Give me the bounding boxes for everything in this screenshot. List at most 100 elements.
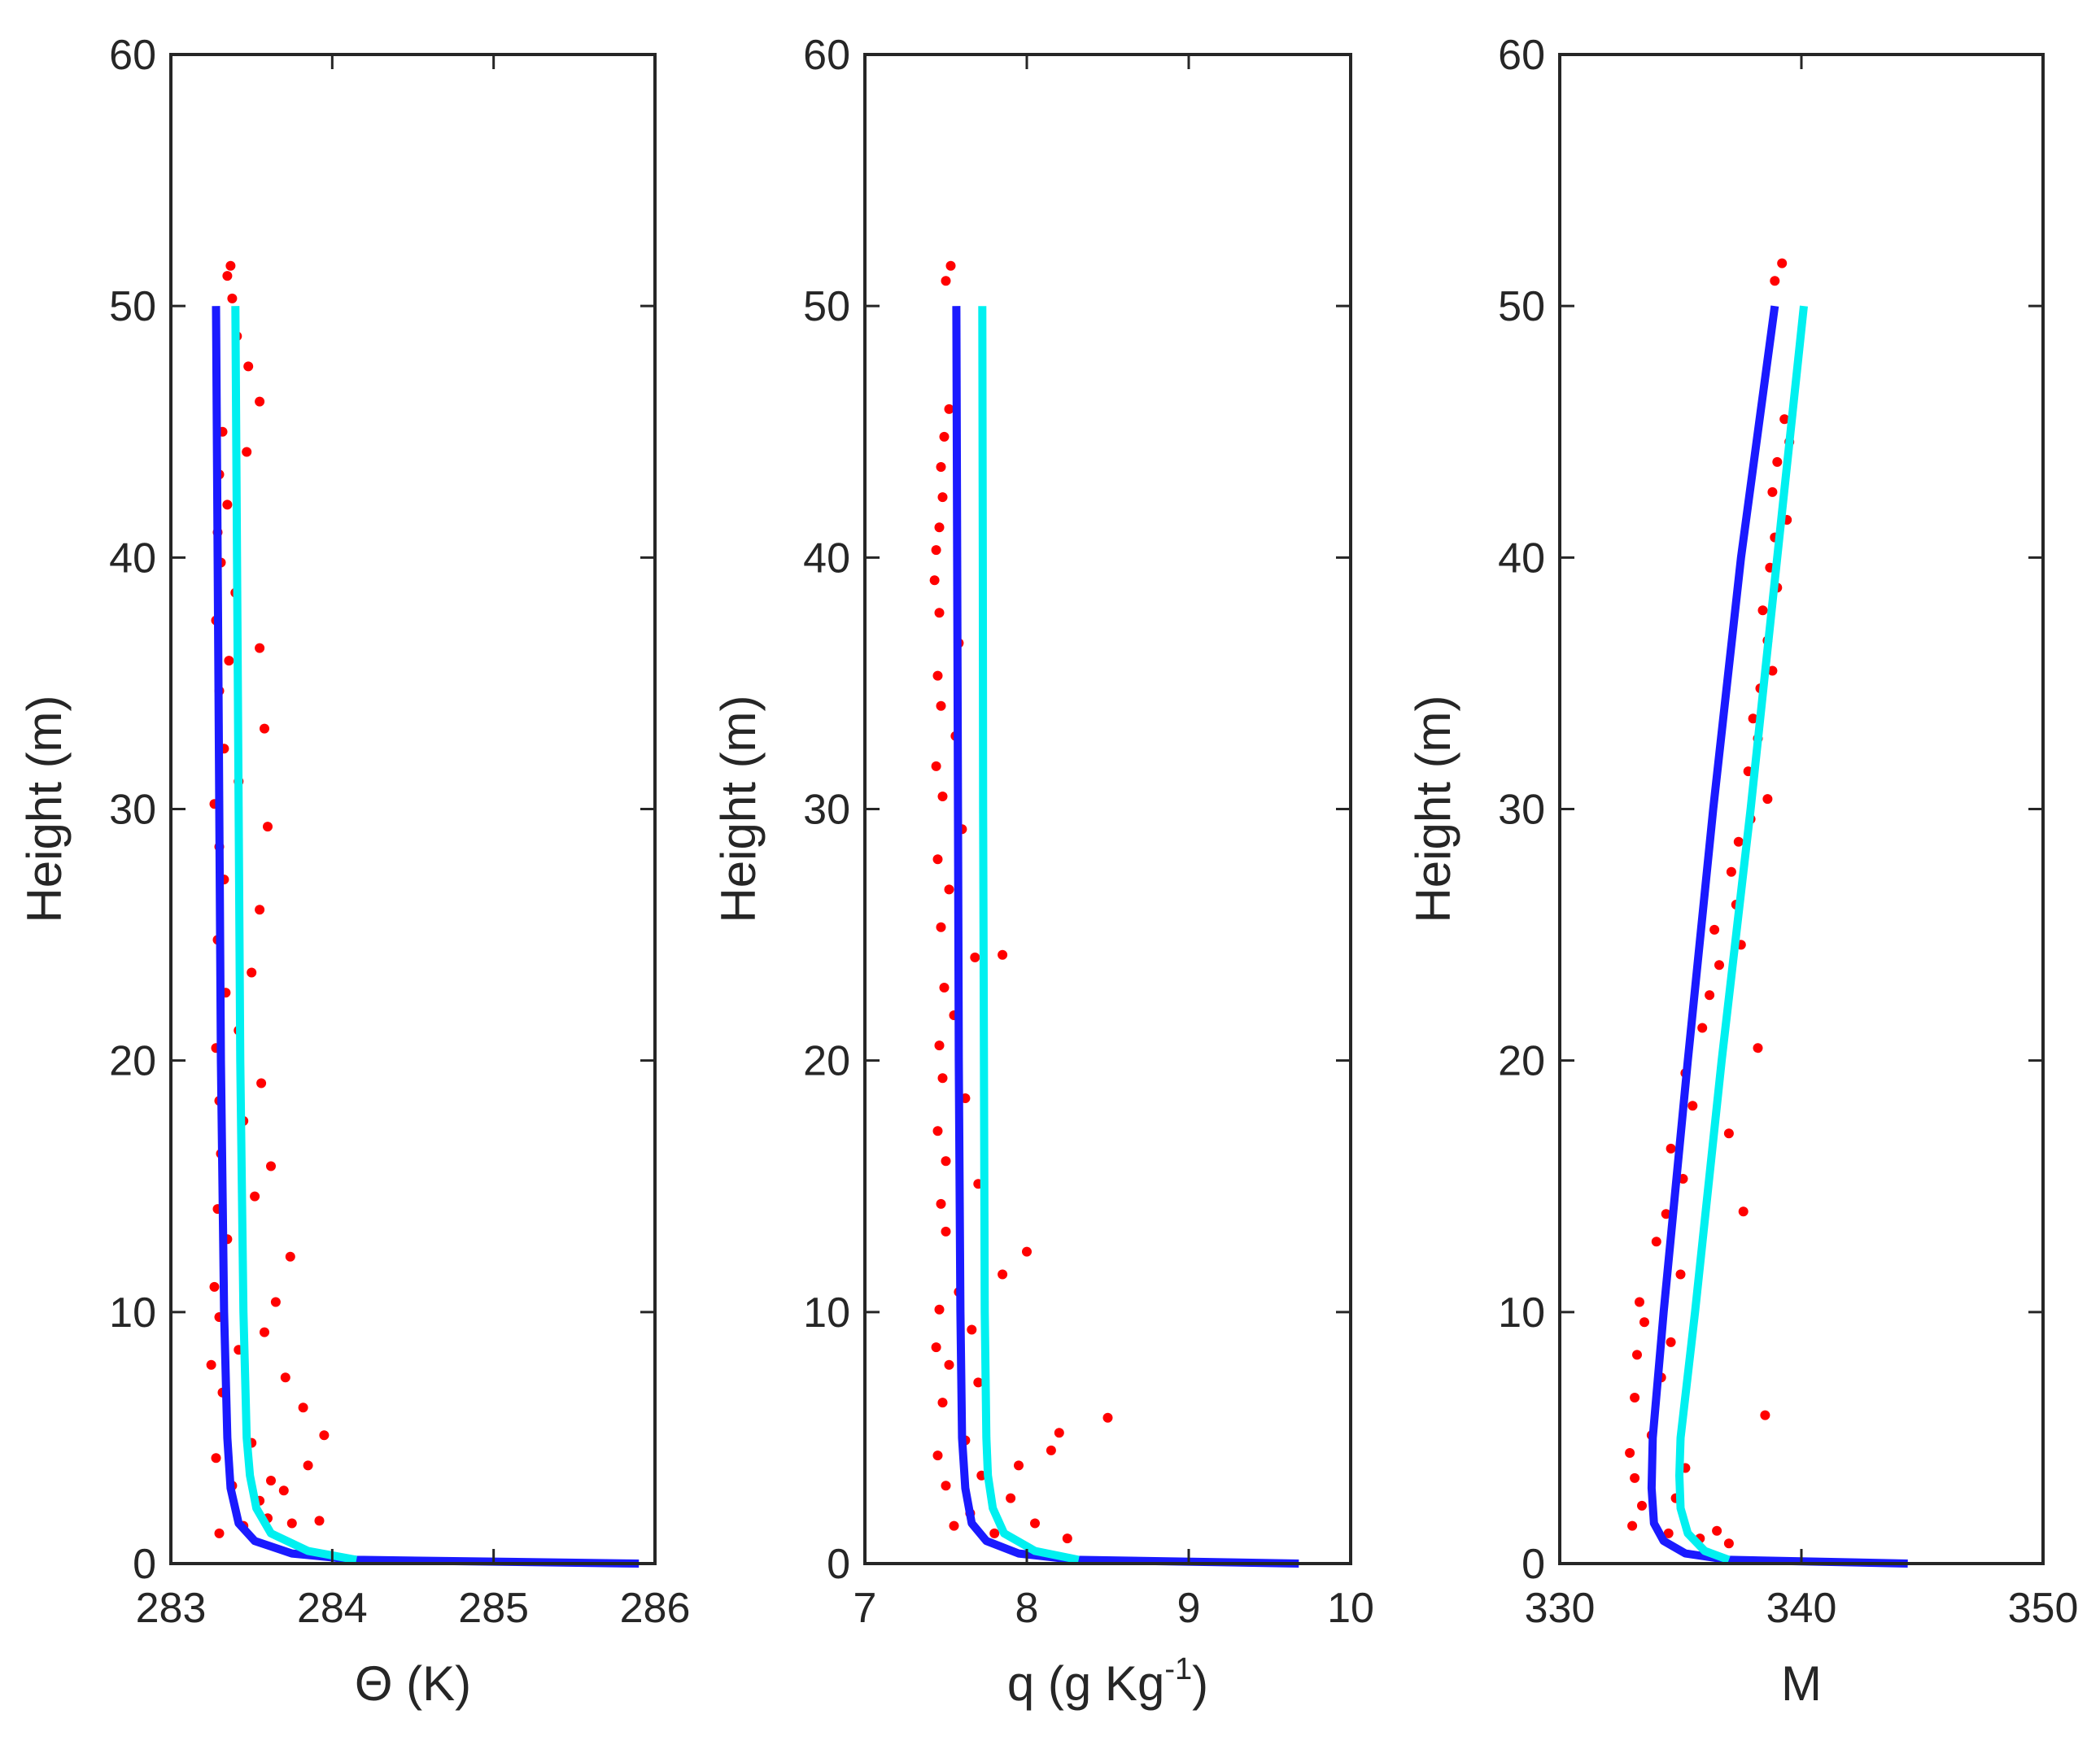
data-point — [1697, 1023, 1708, 1033]
data-point — [1767, 486, 1778, 497]
data-point — [225, 260, 236, 271]
data-point — [256, 1078, 267, 1088]
data-point — [255, 905, 265, 915]
data-point — [937, 1073, 948, 1084]
data-point — [1022, 1246, 1032, 1257]
data-point — [934, 608, 945, 618]
data-point — [931, 545, 941, 556]
data-point — [1630, 1393, 1640, 1402]
x-axis-label: M — [1781, 1656, 1822, 1711]
x-tick-label: 9 — [1177, 1585, 1201, 1632]
data-point — [1651, 1237, 1661, 1247]
data-point — [949, 1520, 959, 1531]
data-point — [1687, 1101, 1698, 1111]
y-axis-label: Height (m) — [17, 695, 72, 923]
data-point — [1770, 276, 1780, 286]
data-point — [1666, 1143, 1676, 1154]
data-point — [989, 1528, 1000, 1538]
y-tick-label: 0 — [133, 1541, 156, 1588]
data-point — [937, 492, 948, 503]
plot-marks — [206, 260, 640, 1568]
data-point — [266, 1476, 276, 1485]
data-point — [260, 1327, 269, 1337]
data-point — [1062, 1533, 1072, 1544]
data-point — [1733, 836, 1744, 847]
data-point — [209, 1281, 220, 1292]
data-point — [250, 1191, 260, 1202]
x-tick-label: 283 — [136, 1585, 207, 1632]
tick-marks — [1558, 53, 2045, 1565]
data-point — [939, 431, 950, 442]
series-line-fit-1 — [952, 306, 1299, 1568]
axes-frame — [1558, 53, 2045, 1565]
data-point — [937, 1398, 948, 1408]
data-point — [1767, 665, 1778, 676]
data-point — [1757, 605, 1768, 616]
data-point — [941, 1226, 951, 1237]
axes-frame — [863, 53, 1352, 1565]
data-point — [934, 1040, 945, 1051]
x-axis-label-suffix: ) — [1192, 1656, 1208, 1711]
data-point — [941, 1156, 951, 1167]
x-axis-label: q (g Kg-1) — [1007, 1652, 1208, 1711]
data-point — [1705, 990, 1715, 1001]
y-tick-label: 0 — [1522, 1541, 1545, 1588]
data-point — [1046, 1445, 1056, 1455]
data-point — [1753, 1043, 1763, 1053]
y-tick-label: 20 — [109, 1038, 156, 1085]
data-point — [1762, 794, 1773, 805]
data-point — [278, 1485, 289, 1496]
data-point — [260, 723, 269, 734]
data-point — [222, 499, 233, 510]
y-tick-label: 40 — [803, 534, 850, 582]
data-point — [936, 1198, 946, 1209]
data-point — [270, 1297, 281, 1307]
data-point — [1632, 1350, 1642, 1360]
y-axis-label: Height (m) — [711, 695, 766, 923]
data-point — [224, 656, 234, 666]
data-point — [1709, 924, 1720, 935]
data-point — [932, 670, 943, 681]
data-point — [247, 967, 257, 978]
data-point — [211, 1453, 221, 1464]
y-tick-label: 10 — [803, 1289, 850, 1337]
data-point — [280, 1372, 290, 1383]
panel-q: Height (m) q (g Kg-1) 0 10 20 30 40 50 60 7 8 9 10 — [711, 32, 1374, 1711]
plot-marks — [1625, 258, 1908, 1568]
x-axis-label-superscript: -1 — [1164, 1652, 1192, 1686]
x-axis-label-text: q (g Kg — [1007, 1656, 1164, 1711]
series-line-fit-1 — [212, 306, 640, 1568]
data-point — [936, 922, 946, 932]
data-point — [255, 643, 265, 653]
data-point — [227, 293, 238, 303]
data-point — [285, 1251, 295, 1262]
data-point — [939, 983, 950, 992]
data-point — [932, 1450, 943, 1461]
data-point — [1630, 1472, 1640, 1483]
x-tick-label: 10 — [1327, 1585, 1374, 1632]
data-point — [944, 404, 954, 414]
x-tick-label: 284 — [297, 1585, 368, 1632]
data-point — [967, 1324, 977, 1335]
data-point — [1661, 1209, 1671, 1219]
data-point — [222, 271, 233, 281]
y-tick-label: 30 — [109, 787, 156, 834]
data-point — [286, 1518, 297, 1529]
data-point — [1760, 1410, 1770, 1420]
data-point — [1639, 1317, 1649, 1328]
y-tick-label: 20 — [803, 1038, 850, 1085]
data-point — [263, 822, 273, 832]
x-tick-label: 330 — [1525, 1585, 1596, 1632]
data-point — [1723, 1538, 1734, 1549]
y-tick-label: 10 — [109, 1289, 156, 1337]
data-point — [931, 1342, 941, 1353]
data-point — [1625, 1448, 1635, 1458]
data-point — [214, 1528, 225, 1538]
data-point — [319, 1430, 330, 1441]
x-tick-label: 286 — [620, 1585, 691, 1632]
data-point — [998, 1269, 1008, 1280]
data-point — [1030, 1518, 1040, 1529]
y-tick-label: 60 — [109, 32, 156, 79]
data-point — [243, 361, 254, 372]
